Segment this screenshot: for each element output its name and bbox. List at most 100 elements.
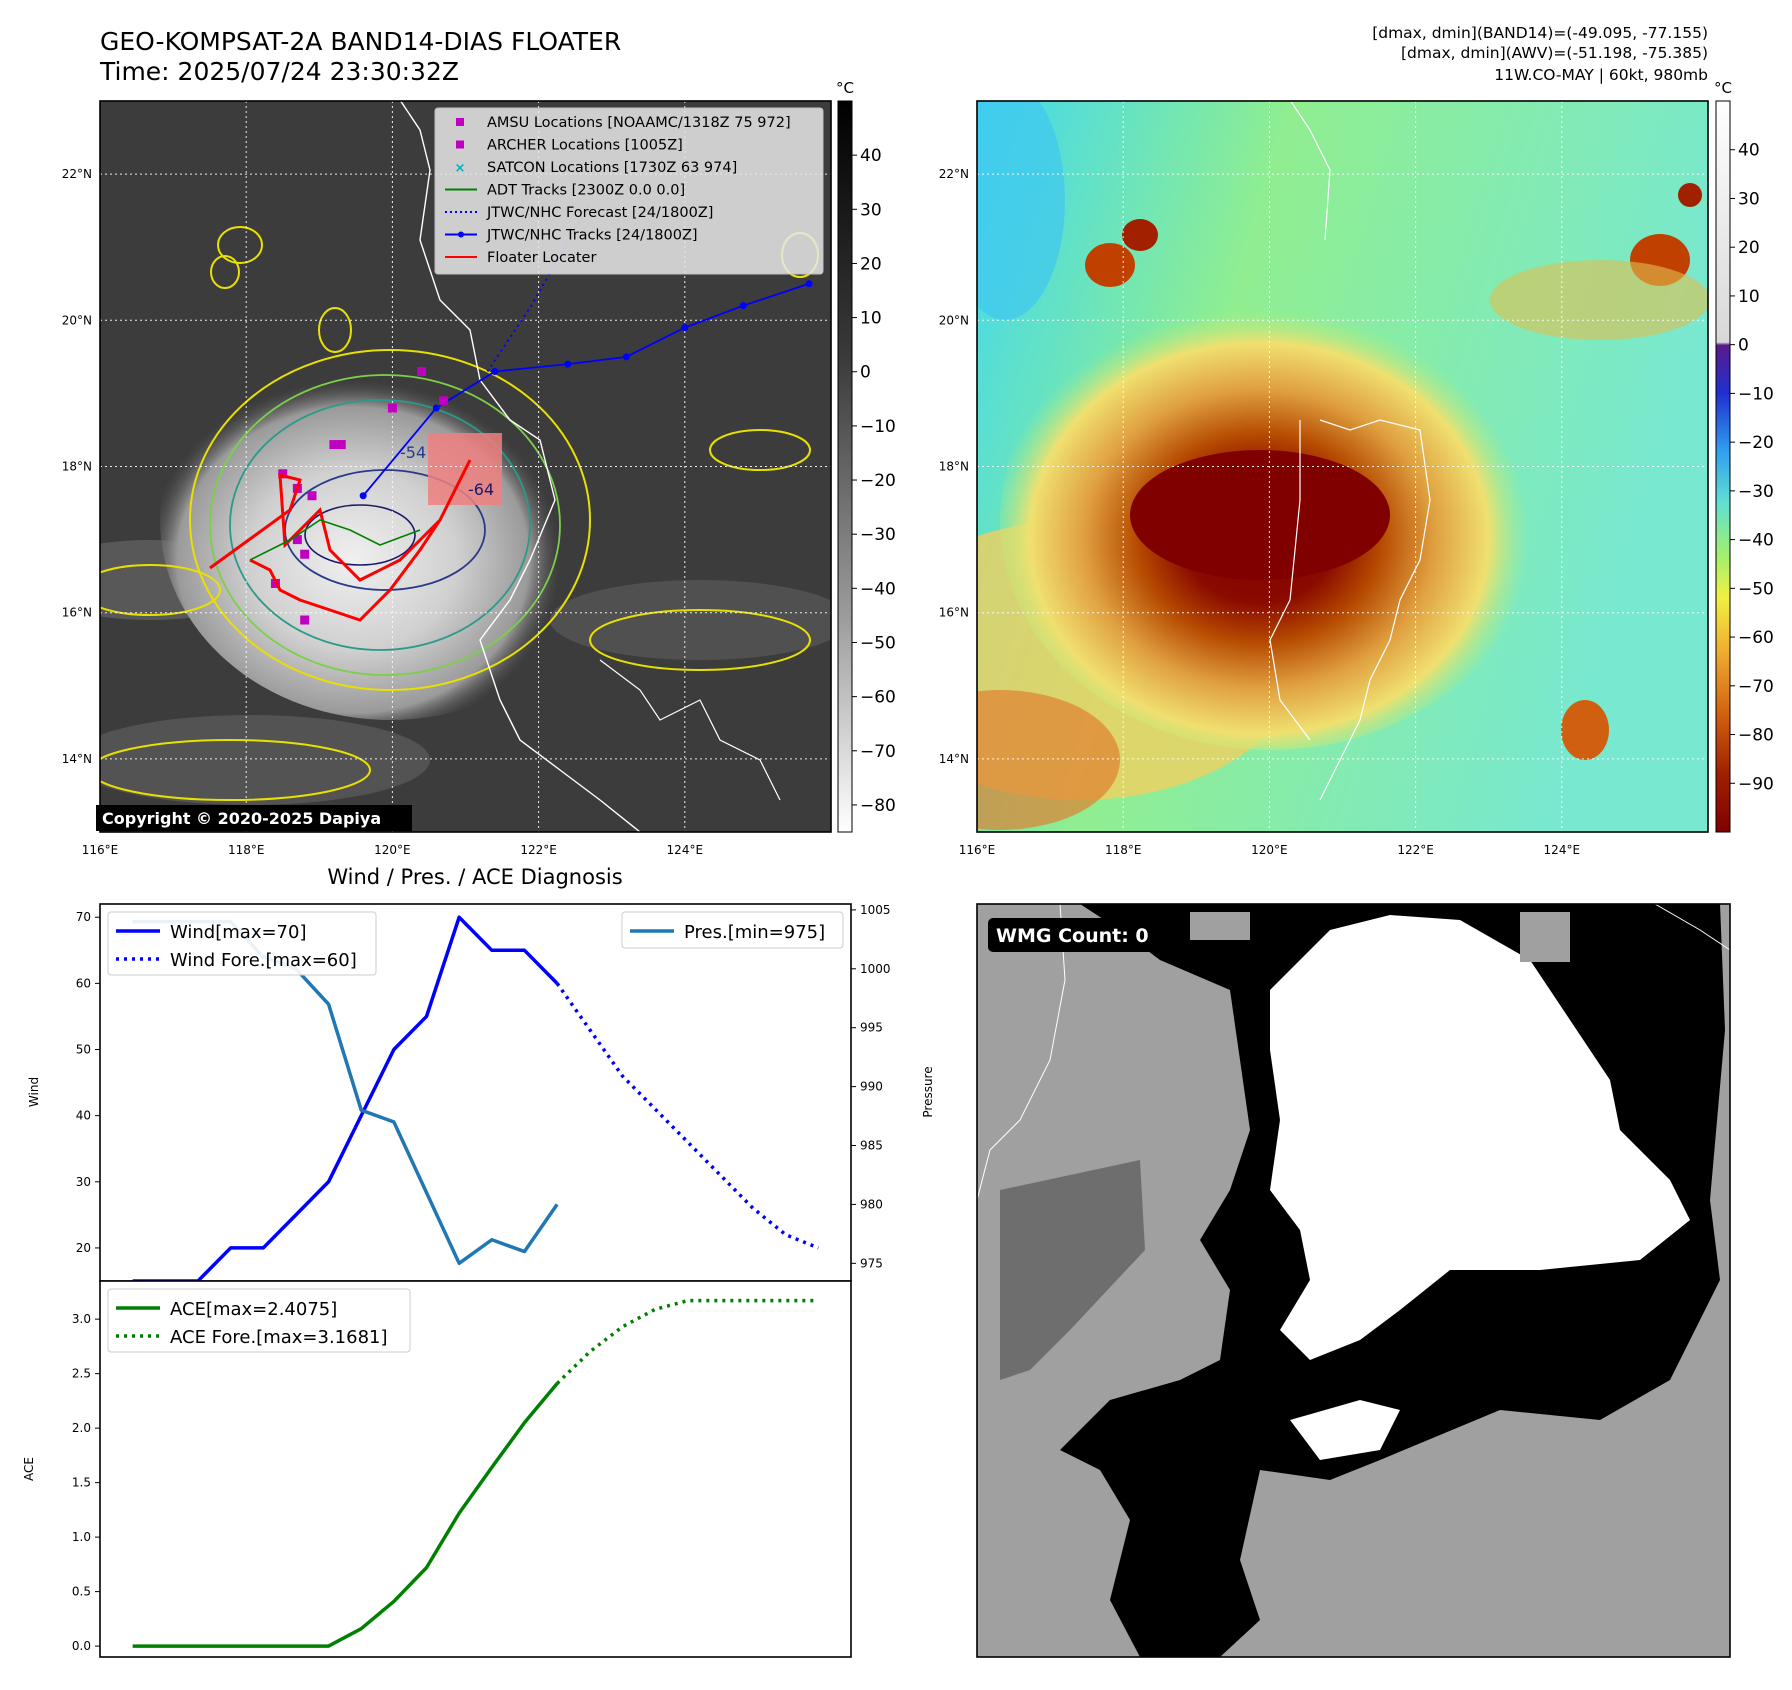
contour-label-54: -54 <box>400 443 426 462</box>
amsu-point <box>292 535 302 545</box>
lon-tick-label: 118°E <box>228 843 265 857</box>
lon-ticks-right: 116°E 118°E 120°E 122°E 124°E <box>959 843 1580 857</box>
lon-tick-label: 122°E <box>520 843 557 857</box>
pressure-tick-label: 990 <box>860 1080 883 1094</box>
wind-pressure-chart: 20 30 40 50 60 70 975 980 985 990 995 1000 1005 Win… <box>27 903 935 1283</box>
colorbar-tick-label: 40 <box>860 146 882 166</box>
colorbar-tick-label: 20 <box>860 254 882 274</box>
pressure-axis-ticks: 975 980 985 990 995 1000 1005 <box>851 903 891 1270</box>
colorbar-tick-label: 30 <box>1738 189 1760 209</box>
wind-axis-ticks: 20 30 40 50 60 70 <box>76 910 100 1255</box>
lon-tick-label: 116°E <box>959 843 996 857</box>
colorbar-tick-label: −70 <box>1738 677 1774 697</box>
ir-map-panel: -54 -64 AMSU Locations [NOAAMC/1318Z 75 … <box>62 100 832 857</box>
lat-tick-label: 18°N <box>939 460 969 474</box>
ace-tick-label: 3.0 <box>72 1312 91 1326</box>
ace-tick-label: 0.0 <box>72 1639 91 1653</box>
colorbar-tick-label: −70 <box>860 742 896 762</box>
ace-axis-ticks: 0.0 0.5 1.0 1.5 2.0 2.5 3.0 <box>72 1312 100 1653</box>
colorbar-right-ticks: 40 30 20 10 0 −10 −20 −30 −40 −50 −60 −70 −80 −90 <box>1730 141 1774 794</box>
info-awv: [dmax, dmin](AWV)=(-51.198, -75.385) <box>1401 44 1708 62</box>
colorbar-tick-label: −80 <box>860 796 896 816</box>
lon-tick-label: 120°E <box>374 843 411 857</box>
wmg-count-label: WMG Count: 0 <box>996 925 1149 947</box>
lon-tick-label: 124°E <box>667 843 704 857</box>
wind-legend: Wind[max=70] Wind Fore.[max=60] <box>107 911 377 976</box>
map-legend: AMSU Locations [NOAAMC/1318Z 75 972] ARCH… <box>434 107 824 275</box>
jtwc-track-point <box>681 324 689 332</box>
legend-label: SATCON Locations [1730Z 63 974] <box>487 160 737 176</box>
floater-locater <box>209 459 472 622</box>
info-band14: [dmax, dmin](BAND14)=(-49.095, -77.155) <box>1372 24 1708 42</box>
lon-tick-label: 122°E <box>1397 843 1434 857</box>
legend-marker <box>456 140 464 149</box>
enhanced-map-panel: 116°E 118°E 120°E 122°E 124°E 22°N 20°N 18°N 16… <box>939 100 1709 857</box>
colorbar-tick-label: 30 <box>860 200 882 220</box>
ace-series <box>132 1298 819 1648</box>
figure-title: GEO-KOMPSAT-2A BAND14-DIAS FLOATER <box>100 27 621 56</box>
amsu-point <box>387 403 397 413</box>
colorbar-tick-label: −10 <box>860 417 896 437</box>
colorbar-tick-label: −50 <box>1738 579 1774 599</box>
ace-tick-label: 2.5 <box>72 1367 91 1381</box>
legend-wind: Wind[max=70] <box>170 922 307 943</box>
legend-ace: ACE[max=2.4075] <box>170 1299 337 1320</box>
lat-ticks-left: 22°N 20°N 18°N 16°N 14°N <box>62 167 92 766</box>
figure-time: Time: 2025/07/24 23:30:32Z <box>99 57 459 86</box>
amsu-point <box>417 366 427 376</box>
colorbar-tick-label: −20 <box>1738 433 1774 453</box>
legend-ace-fore: ACE Fore.[max=3.1681] <box>170 1327 388 1348</box>
colorbar-tick-label: −20 <box>860 471 896 491</box>
legend-label: AMSU Locations [NOAAMC/1318Z 75 972] <box>487 115 791 131</box>
colorbar-tick-label: 20 <box>1738 238 1760 258</box>
colorbar-tick-label: −60 <box>860 688 896 708</box>
jtwc-track-point <box>359 492 367 500</box>
pressure-axis-label: Pressure <box>921 1066 935 1117</box>
ace-tick-label: 1.0 <box>72 1530 91 1544</box>
colorbar-tick-label: 40 <box>1738 141 1760 161</box>
legend-marker: × <box>455 161 466 176</box>
wind-tick-label: 70 <box>76 910 91 924</box>
pressure-tick-label: 975 <box>860 1256 883 1270</box>
colorbar-tick-label: −60 <box>1738 628 1774 648</box>
colorbar-tick-label: −10 <box>1738 384 1774 404</box>
lat-tick-label: 22°N <box>62 167 92 181</box>
colorbar-tick-label: 0 <box>1738 336 1749 356</box>
wind-axis-label: Wind <box>27 1077 41 1107</box>
pressure-legend: Pres.[min=975] <box>621 911 844 949</box>
lat-tick-label: 18°N <box>62 460 92 474</box>
contour-label-64: -64 <box>468 480 494 499</box>
amsu-point <box>278 469 288 479</box>
ace-legend: ACE[max=2.4075] ACE Fore.[max=3.1681] <box>107 1288 411 1353</box>
ace-tick-label: 2.0 <box>72 1421 91 1435</box>
legend-label: ARCHER Locations [1005Z] <box>487 138 683 154</box>
colorbar-right: °C 40 30 20 10 0 −10 −20 −30 −40 −50 −60 −70 −80 −90 <box>1714 79 1774 833</box>
wmg-panel: WMG Count: 0 <box>976 903 1731 1658</box>
lat-tick-label: 22°N <box>939 167 969 181</box>
amsu-point <box>336 440 346 450</box>
copyright-text: Copyright © 2020-2025 Dapiya <box>102 809 381 828</box>
lat-tick-label: 16°N <box>939 606 969 620</box>
colorbar-left-unit: °C <box>836 79 854 97</box>
jtwc-track-point <box>739 302 747 310</box>
colorbar-tick-label: 0 <box>860 363 871 383</box>
legend-label: JTWC/NHC Tracks [24/1800Z] <box>486 228 698 244</box>
colorbar-tick-label: 10 <box>1738 287 1760 307</box>
lat-tick-label: 20°N <box>939 313 969 327</box>
jtwc-track-point <box>564 360 572 368</box>
lat-ticks-right: 22°N 20°N 18°N 16°N 14°N <box>939 167 969 766</box>
colorbar-tick-label: −40 <box>860 579 896 599</box>
pressure-tick-label: 980 <box>860 1197 883 1211</box>
ace-tick-label: 0.5 <box>72 1585 91 1599</box>
legend-label: ADT Tracks [2300Z 0.0 0.0] <box>487 183 685 199</box>
jtwc-forecast-line <box>486 202 591 373</box>
legend-marker <box>456 118 464 126</box>
amsu-point <box>329 440 339 450</box>
colorbar-tick-label: −30 <box>860 525 896 545</box>
legend-label: JTWC/NHC Forecast [24/1800Z] <box>486 205 713 221</box>
legend-marker <box>458 231 464 238</box>
lat-tick-label: 16°N <box>62 606 92 620</box>
lon-tick-label: 124°E <box>1544 843 1581 857</box>
pressure-tick-label: 1000 <box>860 962 891 976</box>
lon-tick-label: 120°E <box>1251 843 1288 857</box>
